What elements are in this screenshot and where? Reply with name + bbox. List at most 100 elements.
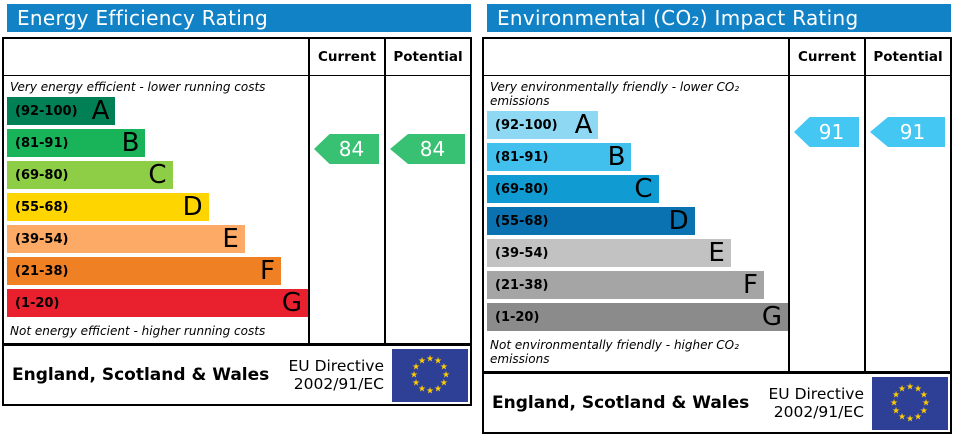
co2-panel-box: Current Potential Very environmentally f… [482, 37, 952, 434]
co2-band-scale: Very environmentally friendly - lower CO… [484, 76, 788, 371]
band-range: (69-80) [15, 167, 69, 183]
svg-text:★: ★ [440, 378, 448, 388]
svg-text:★: ★ [922, 398, 930, 408]
eu-directive-label: EU Directive 2002/91/EC [289, 357, 385, 394]
rating-band: (81-91) B [7, 128, 146, 158]
svg-text:★: ★ [412, 362, 420, 372]
svg-text:★: ★ [892, 390, 900, 400]
band-letter: G [281, 288, 302, 318]
current-column-header: Current [788, 39, 864, 75]
energy-panel-title: Energy Efficiency Rating [17, 6, 269, 30]
co2-chart-area: Very environmentally friendly - lower CO… [484, 76, 950, 371]
co2-current-column: 91 [788, 76, 864, 371]
bottom-scale-label: Not energy efficient - higher running co… [10, 324, 266, 338]
band-letter: C [634, 174, 653, 204]
energy-band-scale: Very energy efficient - lower running co… [4, 76, 308, 343]
svg-text:★: ★ [426, 354, 434, 364]
rating-band: (39-54) E [487, 239, 731, 267]
band-letter: F [259, 256, 275, 286]
band-range: (1-20) [495, 309, 540, 325]
band-letter: E [222, 224, 239, 254]
band-letter: A [91, 96, 110, 126]
band-letter: G [761, 302, 782, 332]
band-range: (55-68) [495, 213, 549, 229]
energy-current-arrow: 84 [314, 134, 379, 164]
svg-text:★: ★ [418, 356, 426, 366]
svg-text:★: ★ [906, 414, 914, 424]
rating-band: (69-80) C [487, 175, 659, 203]
co2-potential-value: 91 [899, 120, 926, 144]
current-column-header: Current [308, 39, 384, 75]
column-header-row: Current Potential [484, 39, 950, 76]
header-spacer-cell [4, 39, 308, 75]
energy-current-value: 84 [338, 137, 365, 161]
band-range: (21-38) [15, 263, 69, 279]
band-letter: F [742, 270, 758, 300]
band-range: (92-100) [495, 117, 558, 133]
bottom-scale-label: Not environmentally friendly - higher CO… [490, 338, 739, 366]
energy-current-column: 84 [308, 76, 384, 343]
svg-text:★: ★ [898, 384, 906, 394]
band-range: (81-91) [495, 149, 549, 165]
svg-text:★: ★ [906, 382, 914, 392]
band-range: (21-38) [495, 277, 549, 293]
svg-text:★: ★ [434, 384, 442, 394]
svg-text:★: ★ [920, 390, 928, 400]
eu-directive-line1: EU Directive [768, 384, 865, 403]
band-range: (92-100) [15, 103, 78, 119]
potential-column-header: Potential [384, 39, 470, 75]
rating-band: (21-38) F [487, 271, 764, 299]
band-letter: A [574, 110, 593, 140]
rating-band: (92-100) A [487, 110, 599, 140]
svg-text:★: ★ [442, 370, 450, 380]
band-letter: B [121, 128, 140, 158]
co2-panel-footer: England, Scotland & Wales EU Directive 2… [484, 371, 950, 432]
region-label: England, Scotland & Wales [492, 393, 750, 413]
co2-potential-arrow: 91 [870, 117, 945, 147]
eu-directive-line2: 2002/91/EC [773, 403, 864, 421]
top-scale-label: Very energy efficient - lower running co… [10, 80, 266, 94]
potential-column-header: Potential [864, 39, 950, 75]
svg-text:★: ★ [426, 386, 434, 396]
energy-potential-column: 84 [384, 76, 470, 343]
energy-chart-area: Very energy efficient - lower running co… [4, 76, 470, 343]
svg-text:★: ★ [412, 378, 420, 388]
energy-panel-box: Current Potential Very energy efficient … [2, 37, 472, 406]
energy-potential-value: 84 [419, 137, 446, 161]
band-range: (55-68) [15, 199, 69, 215]
band-letter: C [148, 160, 167, 190]
svg-text:★: ★ [440, 362, 448, 372]
co2-panel-title-bar: Environmental (CO₂) Impact Rating [487, 4, 951, 32]
rating-band: (69-80) C [7, 161, 173, 189]
svg-text:★: ★ [418, 384, 426, 394]
rating-band: (81-91) B [487, 142, 632, 172]
eu-flag-icon: ★ ★★★★★★★★★★★ [872, 376, 948, 430]
co2-current-arrow: 91 [794, 117, 859, 147]
rating-band: (21-38) F [7, 257, 281, 285]
co2-rating-bands: (92-100) A (81-91) B (69-80) C (55-68) D… [484, 111, 788, 331]
eu-directive-label: EU Directive 2002/91/EC [769, 385, 865, 422]
energy-efficiency-panel: Energy Efficiency Rating Current Potenti… [2, 4, 472, 434]
rating-band: (55-68) D [487, 207, 695, 235]
band-range: (81-91) [15, 135, 69, 151]
co2-impact-panel: Environmental (CO₂) Impact Rating Curren… [482, 4, 952, 434]
band-letter: B [607, 142, 626, 172]
rating-band: (92-100) A [7, 96, 116, 126]
header-spacer-cell [484, 39, 788, 75]
co2-panel-title: Environmental (CO₂) Impact Rating [497, 6, 859, 30]
band-range: (39-54) [15, 231, 69, 247]
region-label: England, Scotland & Wales [12, 365, 270, 385]
eu-directive-line2: 2002/91/EC [293, 375, 384, 393]
rating-band: (1-20) G [7, 289, 308, 317]
co2-potential-column: 91 [864, 76, 950, 371]
band-range: (69-80) [495, 181, 549, 197]
rating-band: (1-20) G [487, 303, 788, 331]
energy-rating-bands: (92-100) A (81-91) B (69-80) C (55-68) D… [4, 97, 308, 317]
eu-directive-line1: EU Directive [288, 356, 385, 375]
band-letter: E [708, 238, 725, 268]
energy-panel-title-bar: Energy Efficiency Rating [7, 4, 471, 32]
rating-band: (39-54) E [7, 225, 245, 253]
band-letter: D [668, 206, 689, 236]
column-header-row: Current Potential [4, 39, 470, 76]
